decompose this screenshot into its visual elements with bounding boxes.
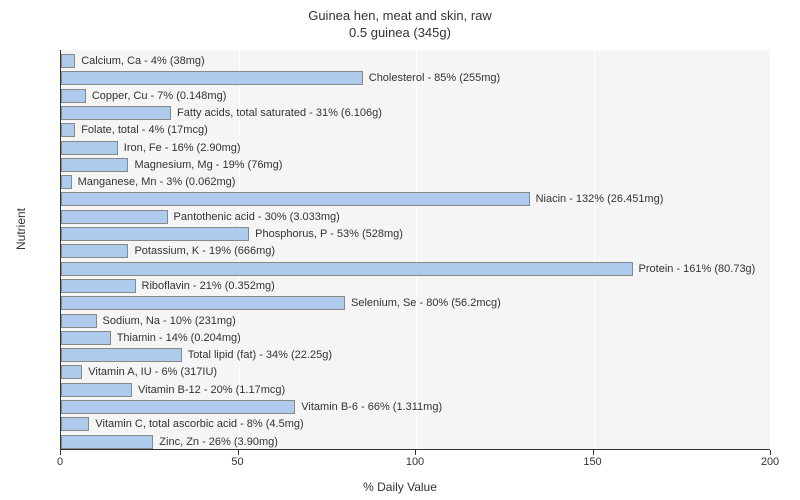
bar-label: Protein - 161% (80.73g) xyxy=(639,262,756,276)
bar-label: Niacin - 132% (26.451mg) xyxy=(536,192,664,206)
bar-label: Potassium, K - 19% (666mg) xyxy=(134,244,275,258)
gridline xyxy=(416,50,417,449)
bar xyxy=(61,175,72,189)
bar xyxy=(61,89,86,103)
bar-label: Calcium, Ca - 4% (38mg) xyxy=(81,54,204,68)
bar xyxy=(61,417,89,431)
bar-label: Phosphorus, P - 53% (528mg) xyxy=(255,227,403,241)
bar xyxy=(61,54,75,68)
chart-container: Guinea hen, meat and skin, raw 0.5 guine… xyxy=(0,0,800,500)
x-axis-label: % Daily Value xyxy=(0,480,800,494)
bar xyxy=(61,158,128,172)
xtick-label: 100 xyxy=(406,456,424,468)
bar-label: Vitamin B-12 - 20% (1.17mcg) xyxy=(138,383,285,397)
bar xyxy=(61,141,118,155)
plot-area: Calcium, Ca - 4% (38mg) Cholesterol - 85%… xyxy=(60,50,770,450)
xtick-label: 50 xyxy=(231,456,243,468)
bar xyxy=(61,314,97,328)
title-line-2: 0.5 guinea (345g) xyxy=(0,25,800,42)
bar-label: Vitamin C, total ascorbic acid - 8% (4.5… xyxy=(95,417,303,431)
bar-label: Zinc, Zn - 26% (3.90mg) xyxy=(159,435,278,449)
bar xyxy=(61,262,633,276)
xtick-mark xyxy=(238,450,239,455)
bar-label: Total lipid (fat) - 34% (22.25g) xyxy=(188,348,332,362)
xtick-mark xyxy=(60,450,61,455)
xtick-mark xyxy=(770,450,771,455)
bar xyxy=(61,400,295,414)
title-line-1: Guinea hen, meat and skin, raw xyxy=(0,8,800,25)
bar xyxy=(61,210,168,224)
bar-label: Copper, Cu - 7% (0.148mg) xyxy=(92,89,227,103)
xtick-label: 150 xyxy=(583,456,601,468)
bar xyxy=(61,192,530,206)
gridline xyxy=(594,50,595,449)
bar xyxy=(61,348,182,362)
bar-label: Thiamin - 14% (0.204mg) xyxy=(117,331,241,345)
bar-label: Vitamin A, IU - 6% (317IU) xyxy=(88,365,217,379)
bar-label: Vitamin B-6 - 66% (1.311mg) xyxy=(301,400,442,414)
bar-label: Sodium, Na - 10% (231mg) xyxy=(103,314,236,328)
bar xyxy=(61,331,111,345)
bar-label: Cholesterol - 85% (255mg) xyxy=(369,71,500,85)
bar xyxy=(61,435,153,449)
y-axis-label: Nutrient xyxy=(14,208,28,250)
bar xyxy=(61,365,82,379)
bar-label: Pantothenic acid - 30% (3.033mg) xyxy=(174,210,340,224)
bar xyxy=(61,106,171,120)
xtick-label: 200 xyxy=(761,456,779,468)
bar-label: Selenium, Se - 80% (56.2mcg) xyxy=(351,296,501,310)
bar xyxy=(61,279,136,293)
xtick-mark xyxy=(415,450,416,455)
chart-title: Guinea hen, meat and skin, raw 0.5 guine… xyxy=(0,0,800,42)
bar-label: Iron, Fe - 16% (2.90mg) xyxy=(124,141,241,155)
gridline xyxy=(771,50,772,449)
xtick-label: 0 xyxy=(57,456,63,468)
bar xyxy=(61,123,75,137)
bar xyxy=(61,244,128,258)
bar-label: Riboflavin - 21% (0.352mg) xyxy=(142,279,275,293)
bar xyxy=(61,383,132,397)
bar-label: Folate, total - 4% (17mcg) xyxy=(81,123,208,137)
bar xyxy=(61,227,249,241)
bar-label: Fatty acids, total saturated - 31% (6.10… xyxy=(177,106,382,120)
bar-label: Magnesium, Mg - 19% (76mg) xyxy=(134,158,282,172)
bar xyxy=(61,296,345,310)
bar-label: Manganese, Mn - 3% (0.062mg) xyxy=(78,175,236,189)
xtick-mark xyxy=(593,450,594,455)
bar xyxy=(61,71,363,85)
